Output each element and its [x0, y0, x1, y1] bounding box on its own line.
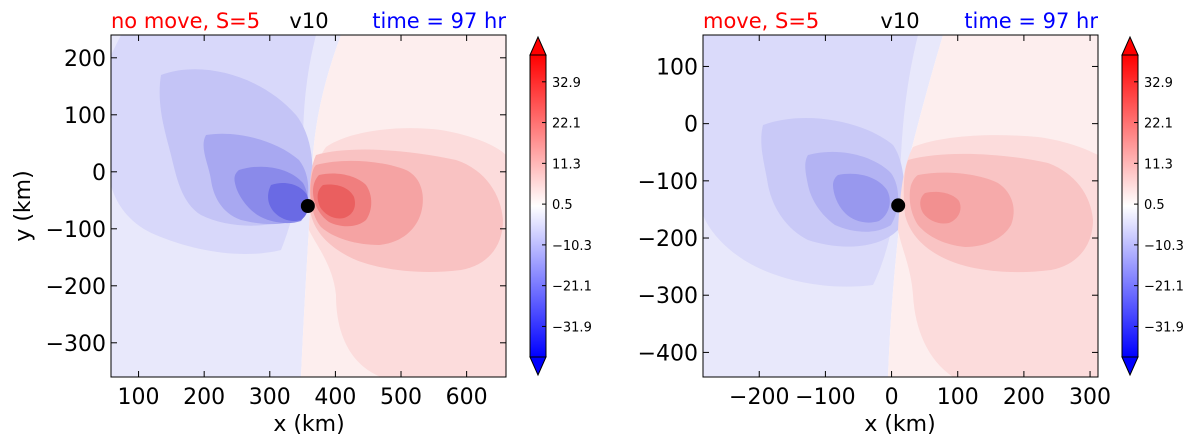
- y-tick-label: −400: [638, 341, 698, 366]
- panel-title-mid: v10: [289, 9, 328, 33]
- x-tick-label: 100: [937, 385, 979, 410]
- colorbar-tick-label: 22.1: [1144, 117, 1173, 132]
- colorbar-tick-label: 22.1: [552, 117, 581, 132]
- colorbar-bar: [529, 54, 547, 358]
- x-axis: −200 −100 0 100 200 300: [729, 35, 1111, 410]
- colorbar: 32.9 22.1 11.3 0.5 −10.3 −21.1 −31.9: [1121, 35, 1184, 377]
- contour-plot: [703, 35, 1098, 377]
- y-tick-label: −100: [638, 170, 698, 195]
- y-tick-label: 0: [684, 113, 698, 138]
- y-tick-label: −100: [46, 218, 106, 243]
- y-tick-label: 100: [64, 104, 106, 129]
- x-tick-label: 300: [249, 385, 291, 410]
- colorbar-tick-label: 32.9: [1144, 76, 1173, 91]
- panel-title-left: no move, S=5: [111, 9, 260, 33]
- y-tick-label: −300: [46, 332, 106, 357]
- contour-neg-6: [268, 183, 309, 222]
- y-axis: 100 0 −100 −200 −300 −400: [638, 55, 1098, 366]
- y-tick-label: 200: [64, 47, 106, 72]
- x-tick-label: 100: [118, 385, 160, 410]
- contour-pos-4: [909, 172, 1014, 247]
- colorbar-tick-label: 0.5: [552, 198, 573, 213]
- colorbar-extend-min: [1121, 356, 1139, 377]
- y-tick-label: −300: [638, 284, 698, 309]
- colorbar-tick-label: 11.3: [552, 157, 581, 172]
- contour-plot: [111, 35, 506, 377]
- colorbar-tick-label: −31.9: [552, 320, 592, 335]
- x-tick-label: 500: [380, 385, 422, 410]
- storm-center-marker: [300, 199, 315, 213]
- panel-no-move: no move, S=5 v10 time = 97 hr 100 200 300 4…: [11, 9, 592, 437]
- contour-pos-6: [317, 184, 355, 219]
- colorbar-bar: [1121, 54, 1139, 358]
- colorbar-tick-label: 11.3: [1144, 157, 1173, 172]
- x-tick-label: 200: [183, 385, 225, 410]
- colorbar-tick-label: −21.1: [1144, 280, 1184, 295]
- y-axis-label: y (km): [11, 170, 36, 241]
- colorbar-extend-max: [1121, 35, 1139, 56]
- x-axis: 100 200 300 400 500 600: [118, 35, 488, 410]
- storm-center-marker: [891, 198, 906, 213]
- colorbar: 32.9 22.1 11.3 0.5 −10.3 −21.1 −31.9: [529, 35, 592, 377]
- y-tick-label: −200: [46, 275, 106, 300]
- colorbar-extend-min: [529, 356, 547, 377]
- colorbar-tick-label: −10.3: [1144, 239, 1184, 254]
- contour-neg-5: [833, 173, 890, 223]
- panel-title-right: time = 97 hr: [964, 9, 1098, 33]
- colorbar-tick-label: −31.9: [1144, 320, 1184, 335]
- x-axis-label: x (km): [273, 412, 344, 437]
- x-axis-label: x (km): [864, 412, 935, 437]
- x-tick-label: 600: [446, 385, 488, 410]
- plot-frame: [110, 34, 507, 378]
- colorbar-extend-max: [529, 35, 547, 56]
- colorbar-tick-label: 32.9: [552, 76, 581, 91]
- x-tick-label: 400: [314, 385, 356, 410]
- y-axis: 200 100 0 −100 −200 −300: [46, 47, 506, 357]
- y-tick-label: 0: [92, 161, 106, 186]
- x-tick-label: −100: [795, 385, 855, 410]
- x-tick-label: 300: [1069, 385, 1111, 410]
- colorbar-tick-label: 0.5: [1144, 198, 1165, 213]
- panel-title-right: time = 97 hr: [372, 9, 506, 33]
- x-tick-label: 0: [885, 385, 899, 410]
- y-tick-label: 100: [656, 55, 698, 80]
- plot-frame: [702, 34, 1099, 378]
- y-tick-label: −200: [638, 227, 698, 252]
- x-tick-label: 200: [1003, 385, 1045, 410]
- panel-move: move, S=5 v10 time = 97 hr −200 −100 0 100 2…: [638, 9, 1184, 437]
- panel-title-mid: v10: [880, 9, 919, 33]
- panel-title-left: move, S=5: [703, 9, 819, 33]
- x-tick-label: −200: [729, 385, 789, 410]
- colorbar-tick-label: −21.1: [552, 280, 592, 295]
- colorbar-tick-label: −10.3: [552, 239, 592, 254]
- contour-pos-5: [920, 191, 961, 224]
